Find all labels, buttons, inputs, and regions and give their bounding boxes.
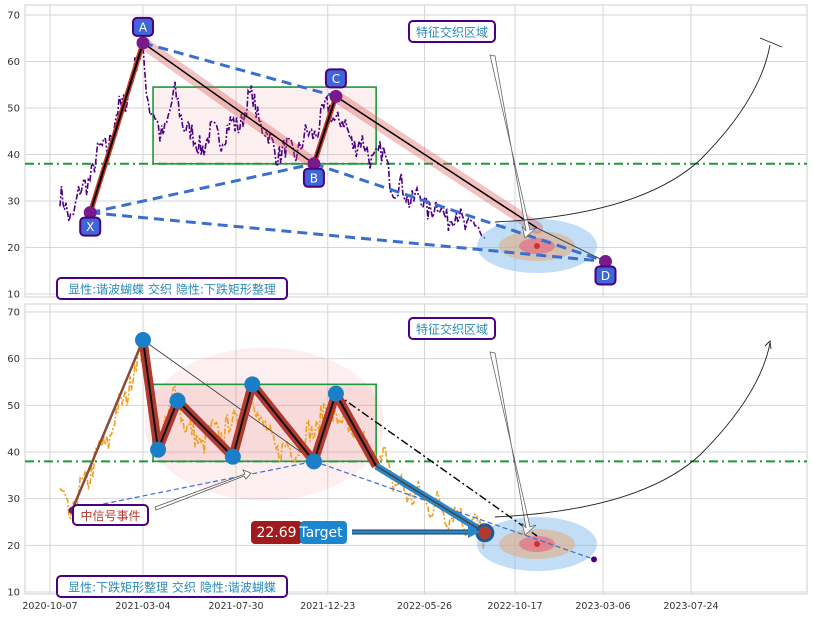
- zigzag-point: [224, 448, 241, 465]
- point-label-box: [132, 16, 154, 37]
- point-label-box: [79, 216, 102, 237]
- y-tick-label: 70: [7, 308, 20, 319]
- target-name: Target: [298, 525, 343, 541]
- point-label-d: D: [601, 269, 610, 283]
- info-label: 显性:谐波蝴蝶 交织 隐性:下跌矩形整理: [68, 282, 276, 297]
- x-tick-label: 2020-10-07: [22, 601, 77, 612]
- x-tick-label: 2023-03-06: [575, 601, 630, 612]
- support-dashed-line: [71, 460, 315, 511]
- pattern-point-d: [598, 254, 612, 268]
- pattern-point-a: [136, 36, 150, 50]
- bc-leg: [312, 96, 337, 165]
- y-tick-label: 50: [7, 401, 20, 412]
- signal-arrow: [154, 469, 252, 511]
- y-tick-label: 20: [7, 243, 20, 254]
- x-tick-label: 2022-10-17: [487, 601, 542, 612]
- projection-arc-cap: [759, 37, 783, 48]
- zigzag-point: [244, 376, 261, 393]
- y-tick-label: 20: [7, 541, 20, 552]
- x-tick-label: 2022-05-26: [397, 601, 452, 612]
- zigzag-point: [150, 441, 167, 458]
- projection-arc-head: [764, 340, 772, 350]
- region-label-box: [408, 317, 496, 340]
- target-point: [475, 523, 495, 543]
- pattern-point-b: [307, 157, 321, 171]
- y-tick-label: 60: [7, 354, 20, 365]
- zigzag-line: [142, 339, 378, 467]
- point-label-a: A: [139, 20, 148, 34]
- resistance-dashdot-line: [335, 393, 538, 537]
- price-series: [59, 45, 486, 239]
- ab-leg: [142, 42, 315, 165]
- projection-arc: [494, 342, 771, 518]
- zigzag-point: [327, 385, 344, 402]
- pattern-point-x: [83, 206, 97, 220]
- info-label-box: [56, 575, 288, 598]
- y-tick-label: 40: [7, 448, 20, 459]
- x-tick-label: 2021-12-23: [300, 601, 355, 612]
- target-zone-center: [534, 243, 540, 249]
- point-label-c: C: [332, 72, 340, 86]
- y-tick-label: 60: [7, 57, 20, 68]
- region-pointer-arrow: [489, 54, 537, 239]
- x-tick-label: 2023-07-24: [663, 601, 718, 612]
- end-point: [591, 556, 597, 563]
- region-label-box: [408, 20, 496, 43]
- projection-arc: [494, 44, 771, 223]
- y-tick-label: 70: [7, 11, 20, 22]
- signal-label-box: [72, 504, 149, 526]
- rise-leg: [70, 339, 145, 511]
- region-label: 特征交织区域: [416, 25, 488, 40]
- ac-dashed-line: [142, 41, 337, 98]
- y-tick-label: 30: [7, 494, 20, 505]
- xd-dashed-line: [90, 211, 606, 263]
- y-tick-label: 50: [7, 104, 20, 115]
- target-name-box: [300, 521, 347, 544]
- zigzag-point: [169, 392, 186, 409]
- info-label-box: [56, 277, 288, 300]
- target-value: 22.69: [256, 525, 296, 541]
- xa-leg: [89, 42, 144, 213]
- x-tick-label: 2021-03-04: [115, 601, 170, 612]
- point-label-x: X: [86, 220, 94, 234]
- target-arrow-head: [468, 526, 480, 538]
- point-label-box: [324, 68, 347, 89]
- y-tick-label: 10: [7, 588, 20, 599]
- target-zone-center: [534, 541, 540, 547]
- breakdown-line: [375, 465, 486, 534]
- info-label: 显性:下跌矩形整理 交织 隐性:谐波蝴蝶: [68, 580, 276, 595]
- plot-frame: [24, 4, 808, 298]
- signal-label: 中信号事件: [80, 508, 140, 523]
- point-label-b: B: [310, 171, 318, 185]
- bd-dashed-line: [313, 162, 606, 263]
- cd-leg: [335, 95, 538, 229]
- zigzag-point: [305, 453, 322, 470]
- point-label-box: [302, 167, 325, 188]
- zigzag-point: [135, 332, 151, 348]
- guide-line: [142, 339, 315, 462]
- cd-leg-tail: [536, 227, 606, 262]
- y-tick-label: 30: [7, 197, 20, 208]
- point-label-box: [594, 265, 617, 286]
- region-label: 特征交织区域: [416, 322, 488, 337]
- panel-bottom: 10 20 30 40 50 60 70 中信号事件 22.69 Target 特征交织区域显性:下…: [7, 303, 808, 599]
- pattern-glow: [145, 347, 385, 501]
- y-tick-label: 40: [7, 150, 20, 161]
- region-pointer-arrow: [489, 351, 537, 536]
- pattern-point-c: [329, 89, 343, 103]
- xb-dashed-line: [89, 162, 315, 215]
- y-tick-label: 10: [7, 290, 20, 301]
- x-tick-label: 2021-07-30: [208, 601, 263, 612]
- target-value-box: [251, 521, 302, 544]
